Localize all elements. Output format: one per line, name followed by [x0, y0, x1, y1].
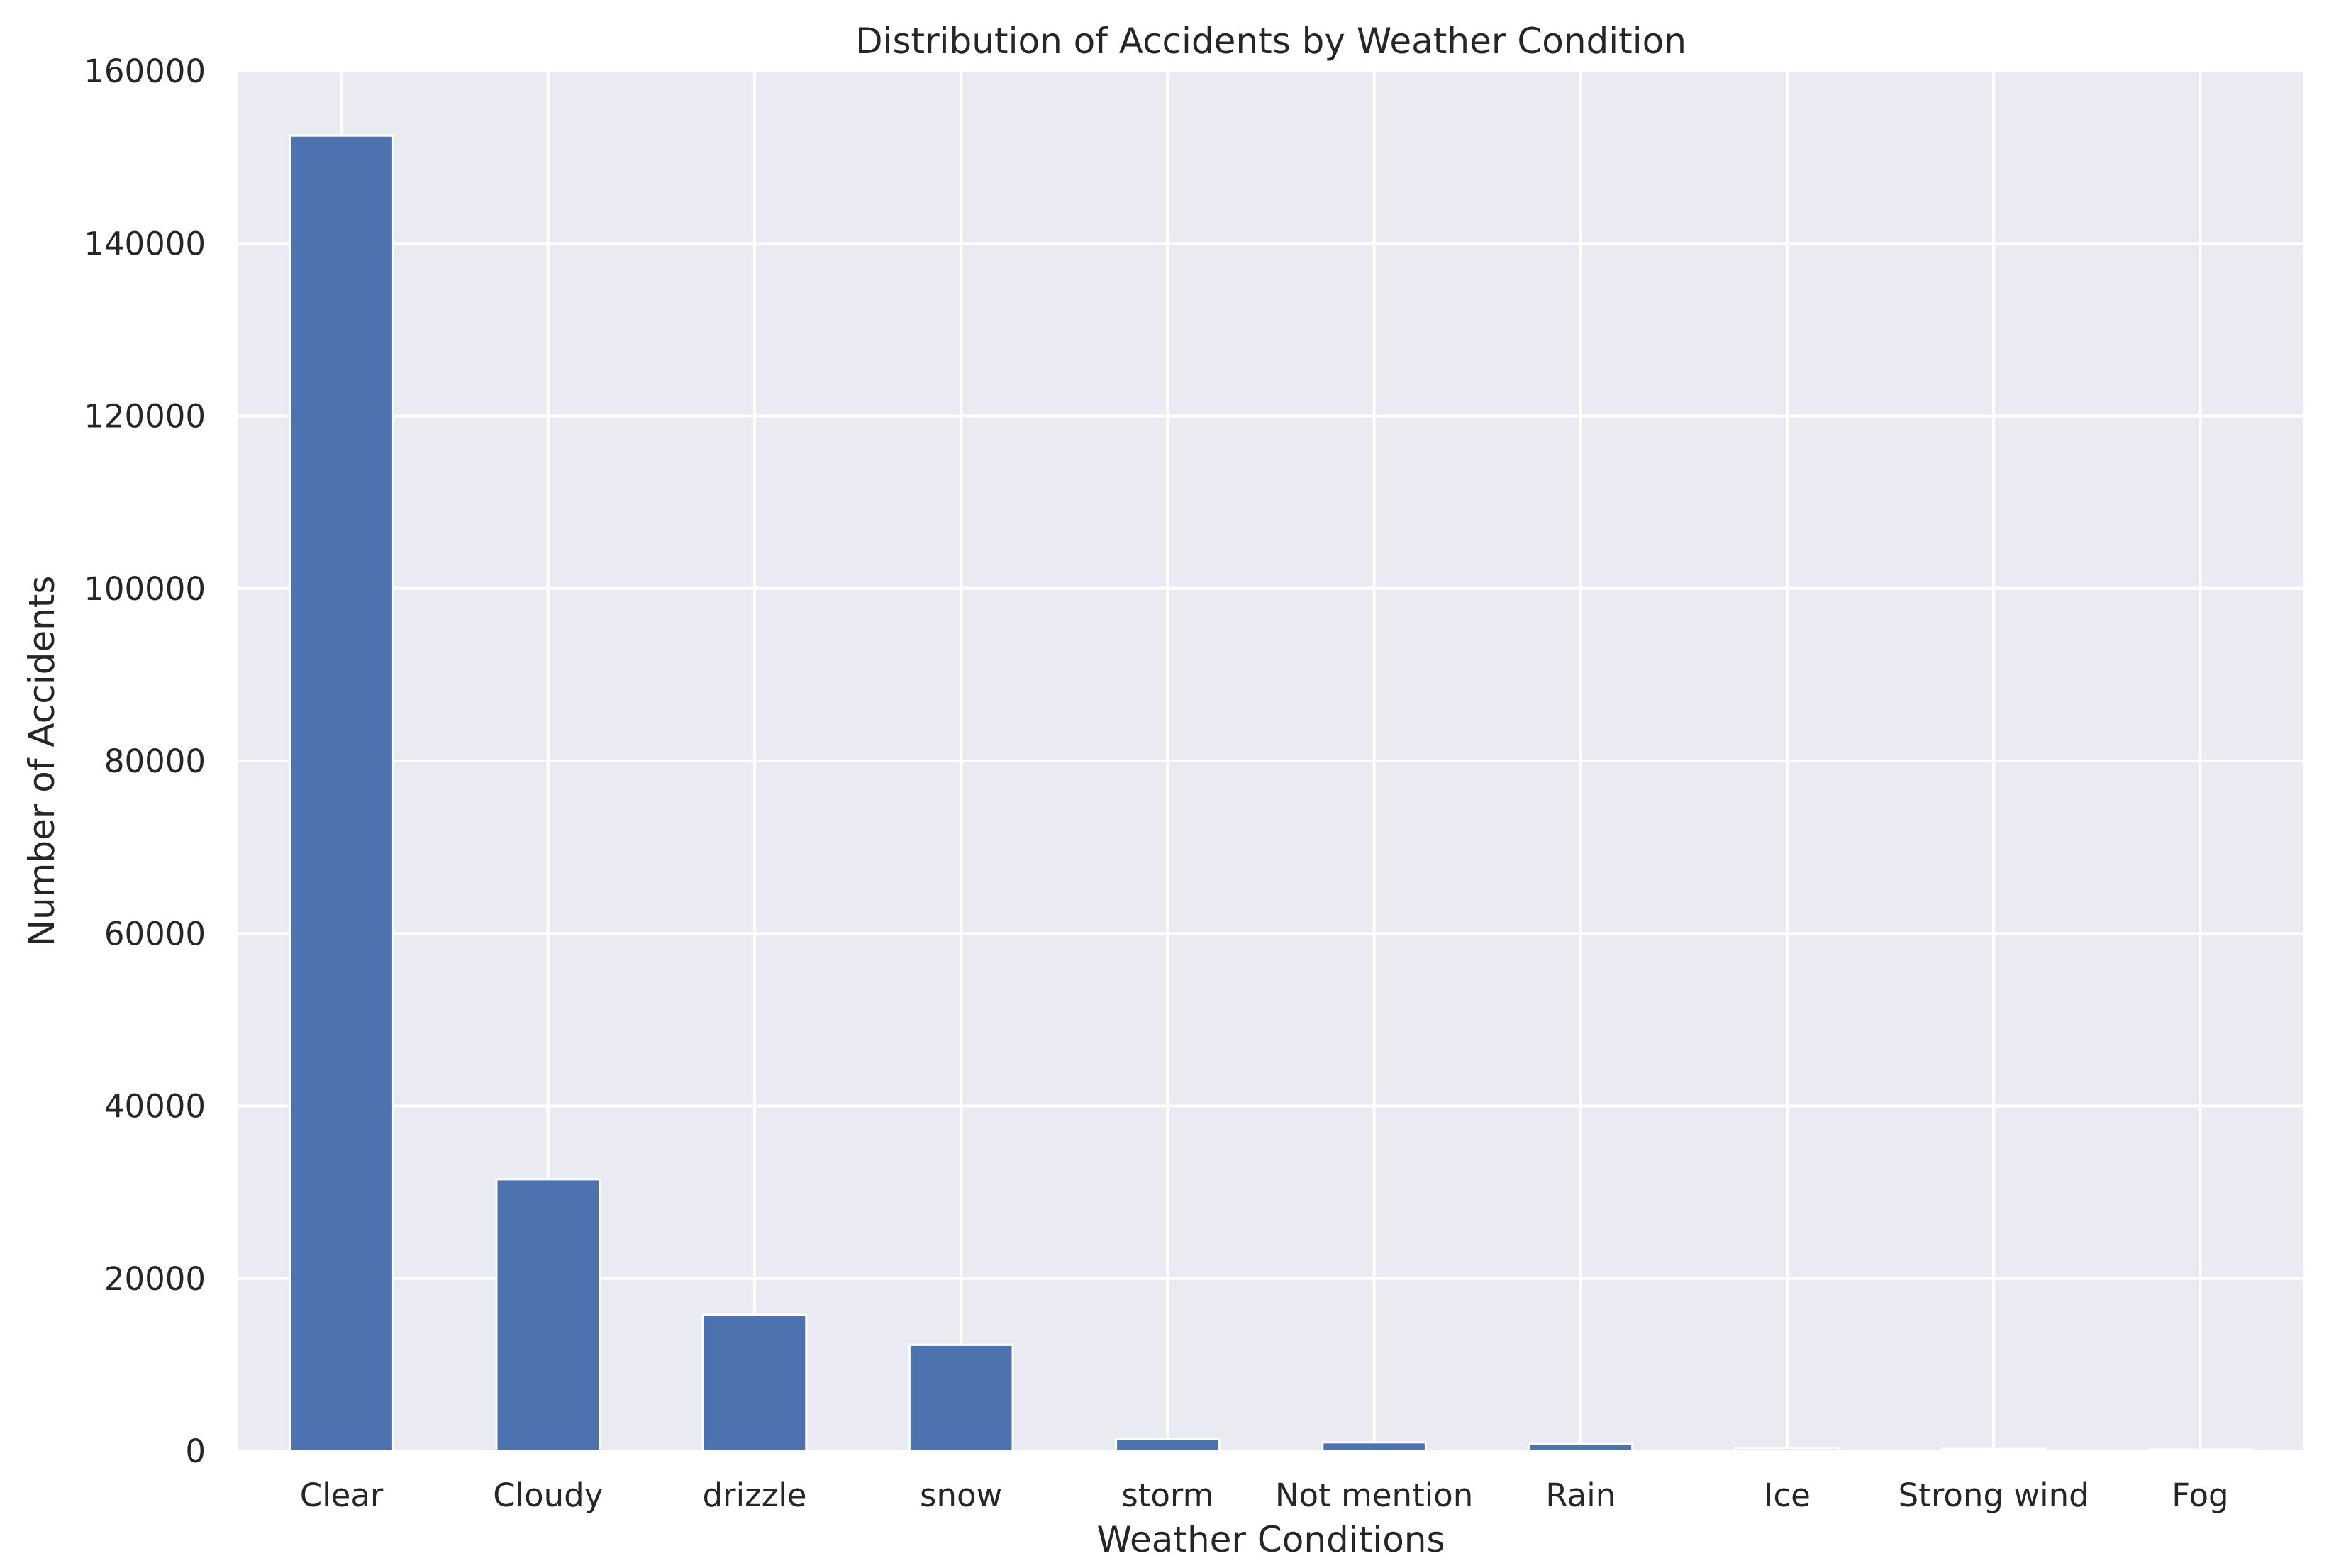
x-tick-labels: Clear Cloudy drizzle snow storm Not mention Ra…: [300, 1477, 2229, 1514]
x-tick-label: Ice: [1764, 1477, 1811, 1514]
bar-strong-wind: [1940, 1447, 2047, 1452]
x-tick-label: Strong wind: [1899, 1477, 2089, 1514]
y-tick-label: 40000: [104, 1088, 206, 1125]
y-tick-label: 140000: [84, 225, 206, 262]
bar-cloudy: [495, 1178, 601, 1452]
x-tick-label: Fog: [2172, 1477, 2228, 1514]
y-tick-label: 20000: [104, 1260, 206, 1298]
bar-drizzle: [701, 1313, 808, 1452]
bars: [289, 134, 2253, 1452]
x-tick-label: Clear: [300, 1477, 384, 1514]
y-tick-labels: 0 20000 40000 60000 80000 100000 120000 140000 1…: [84, 52, 206, 1470]
y-tick-label: 0: [185, 1433, 206, 1470]
y-axis-label: Number of Accidents: [21, 576, 62, 947]
y-tick-label: 120000: [84, 398, 206, 435]
x-tick-label: Rain: [1545, 1477, 1616, 1514]
bar-ice: [1734, 1447, 1840, 1452]
x-axis-label: Weather Conditions: [1096, 1519, 1445, 1560]
y-tick-label: 60000: [104, 915, 206, 952]
bar-fog: [2147, 1448, 2253, 1452]
x-tick-label: snow: [920, 1477, 1002, 1514]
chart-title: Distribution of Accidents by Weather Con…: [855, 21, 1686, 62]
bar-storm: [1115, 1438, 1221, 1452]
y-tick-label: 160000: [84, 52, 206, 90]
x-tick-label: Not mention: [1275, 1477, 1473, 1514]
y-tick-label: 80000: [104, 743, 206, 780]
bar-clear: [289, 134, 394, 1452]
y-tick-label: 100000: [84, 570, 206, 608]
x-tick-label: storm: [1121, 1477, 1213, 1514]
x-tick-label: Cloudy: [493, 1477, 603, 1514]
x-tick-label: drizzle: [703, 1477, 807, 1514]
bar-rain: [1528, 1442, 1634, 1452]
bar-snow: [908, 1343, 1014, 1452]
bar-not-mention: [1321, 1441, 1427, 1452]
